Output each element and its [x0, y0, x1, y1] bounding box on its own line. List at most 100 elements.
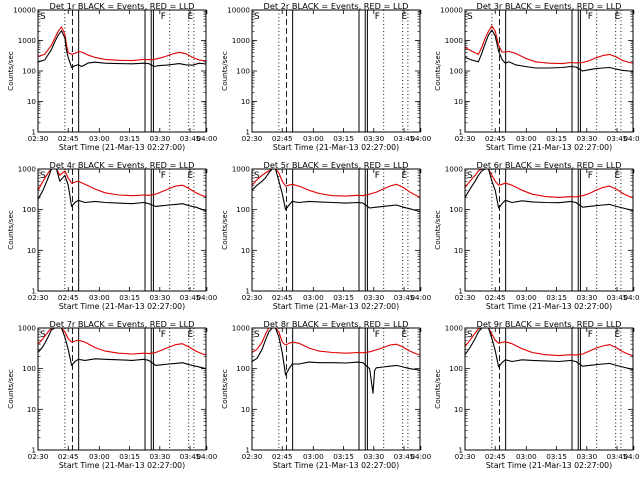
- x-tick-label: 03:45: [607, 134, 628, 143]
- chart-title: Det 4r BLACK = Events, RED = LLD: [50, 160, 195, 170]
- x-tick-label: 03:15: [546, 293, 567, 302]
- y-tick-label: 1000: [445, 324, 464, 333]
- marker-E: E: [188, 12, 194, 22]
- x-tick-label: 04:00: [410, 452, 431, 461]
- x-tick-label: 02:30: [455, 134, 476, 143]
- x-tick-label: 02:30: [28, 134, 49, 143]
- y-tick-label: 1000: [232, 324, 251, 333]
- marker-S: S: [40, 12, 46, 22]
- y-tick-label: 1000: [18, 165, 37, 174]
- x-tick-label: 02:45: [485, 134, 506, 143]
- marker-S: S: [254, 171, 260, 181]
- x-tick-label: 03:30: [149, 452, 170, 461]
- x-axis-label: Start Time (21-Mar-13 02:27:00): [486, 143, 612, 152]
- x-tick-label: 03:00: [89, 293, 110, 302]
- series-line-red: [251, 168, 421, 198]
- y-tick-label: 10: [241, 405, 251, 414]
- x-tick-label: 03:30: [576, 452, 597, 461]
- y-tick-label: 1: [458, 287, 463, 296]
- plot-frame: [37, 327, 207, 451]
- x-tick-label: 04:00: [196, 452, 217, 461]
- chart-panel-2: Det 2r BLACK = Events, RED = LLD Start Ti…: [220, 1, 432, 152]
- x-axis-label: Start Time (21-Mar-13 02:27:00): [59, 143, 185, 152]
- chart-panel-6: Det 6r BLACK = Events, RED = LLD Start Ti…: [433, 160, 640, 311]
- y-tick-label: 100: [22, 205, 36, 214]
- x-tick-label: 04:00: [623, 134, 640, 143]
- y-tick-label: 1: [31, 446, 36, 455]
- marker-E: E: [402, 12, 408, 22]
- series-line-black: [251, 327, 421, 394]
- x-tick-label: 03:15: [546, 452, 567, 461]
- chart-panel-8: Det 8r BLACK = Events, RED = LLD Start Ti…: [220, 319, 432, 470]
- series-line-black: [37, 30, 207, 69]
- y-tick-label: 1: [245, 446, 250, 455]
- y-axis-label: Counts/sec: [433, 210, 442, 250]
- y-tick-label: 10: [241, 97, 251, 106]
- plot-frame: [464, 168, 634, 292]
- y-tick-label: 100: [236, 364, 250, 373]
- marker-S: S: [467, 12, 473, 22]
- y-axis-label: Counts/sec: [220, 210, 229, 250]
- chart-title: Det 5r BLACK = Events, RED = LLD: [264, 160, 409, 170]
- x-axis-label: Start Time (21-Mar-13 02:27:00): [273, 143, 399, 152]
- marker-E: E: [188, 171, 194, 181]
- marker-S: S: [40, 171, 46, 181]
- x-tick-label: 02:30: [455, 452, 476, 461]
- x-tick-label: 03:45: [607, 452, 628, 461]
- y-tick-label: 10: [241, 246, 251, 255]
- x-tick-label: 02:30: [242, 134, 263, 143]
- x-tick-label: 03:15: [333, 452, 354, 461]
- y-tick-label: 1000: [232, 165, 251, 174]
- series-line-black: [464, 29, 634, 73]
- y-tick-label: 1000: [445, 165, 464, 174]
- marker-E: E: [615, 171, 621, 181]
- y-tick-label: 1: [31, 128, 36, 137]
- x-axis-label: Start Time (21-Mar-13 02:27:00): [486, 302, 612, 311]
- y-tick-label: 1: [245, 128, 250, 137]
- y-tick-label: 10: [454, 405, 464, 414]
- y-tick-label: 100: [22, 364, 36, 373]
- chart-title: Det 8r BLACK = Events, RED = LLD: [264, 319, 409, 329]
- y-axis-label: Counts/sec: [433, 51, 442, 91]
- plot-frame: [251, 327, 421, 451]
- marker-F: F: [161, 171, 166, 181]
- x-tick-label: 02:45: [272, 134, 293, 143]
- y-tick-label: 100: [236, 67, 250, 76]
- x-tick-label: 02:45: [272, 452, 293, 461]
- x-tick-label: 03:30: [576, 293, 597, 302]
- x-tick-label: 03:30: [363, 452, 384, 461]
- y-tick-label: 1: [245, 287, 250, 296]
- x-tick-label: 02:45: [58, 134, 79, 143]
- x-tick-label: 02:45: [58, 452, 79, 461]
- series-line-black: [464, 327, 634, 371]
- x-axis-label: Start Time (21-Mar-13 02:27:00): [59, 461, 185, 470]
- marker-F: F: [161, 330, 166, 340]
- plot-frame: [37, 168, 207, 292]
- y-tick-label: 1: [458, 128, 463, 137]
- plot-frame: [251, 9, 421, 133]
- x-tick-label: 03:15: [119, 452, 140, 461]
- x-tick-label: 03:15: [119, 134, 140, 143]
- chart-panel-4: Det 4r BLACK = Events, RED = LLD Start Ti…: [6, 160, 218, 311]
- marker-E: E: [402, 330, 408, 340]
- marker-F: F: [588, 12, 593, 22]
- marker-F: F: [375, 330, 380, 340]
- x-tick-label: 03:30: [363, 293, 384, 302]
- marker-F: F: [588, 171, 593, 181]
- x-tick-label: 03:30: [576, 134, 597, 143]
- y-tick-label: 1: [31, 287, 36, 296]
- marker-F: F: [375, 171, 380, 181]
- x-tick-label: 04:00: [196, 134, 217, 143]
- x-tick-label: 03:00: [303, 134, 324, 143]
- y-tick-label: 10: [27, 97, 37, 106]
- x-tick-label: 02:45: [272, 293, 293, 302]
- x-tick-label: 03:15: [546, 134, 567, 143]
- x-tick-label: 04:00: [410, 293, 431, 302]
- y-tick-label: 10000: [440, 6, 463, 15]
- y-tick-label: 1000: [18, 324, 37, 333]
- x-tick-label: 02:45: [485, 293, 506, 302]
- series-line-black: [251, 168, 421, 213]
- x-axis-label: Start Time (21-Mar-13 02:27:00): [273, 302, 399, 311]
- x-tick-label: 04:00: [410, 134, 431, 143]
